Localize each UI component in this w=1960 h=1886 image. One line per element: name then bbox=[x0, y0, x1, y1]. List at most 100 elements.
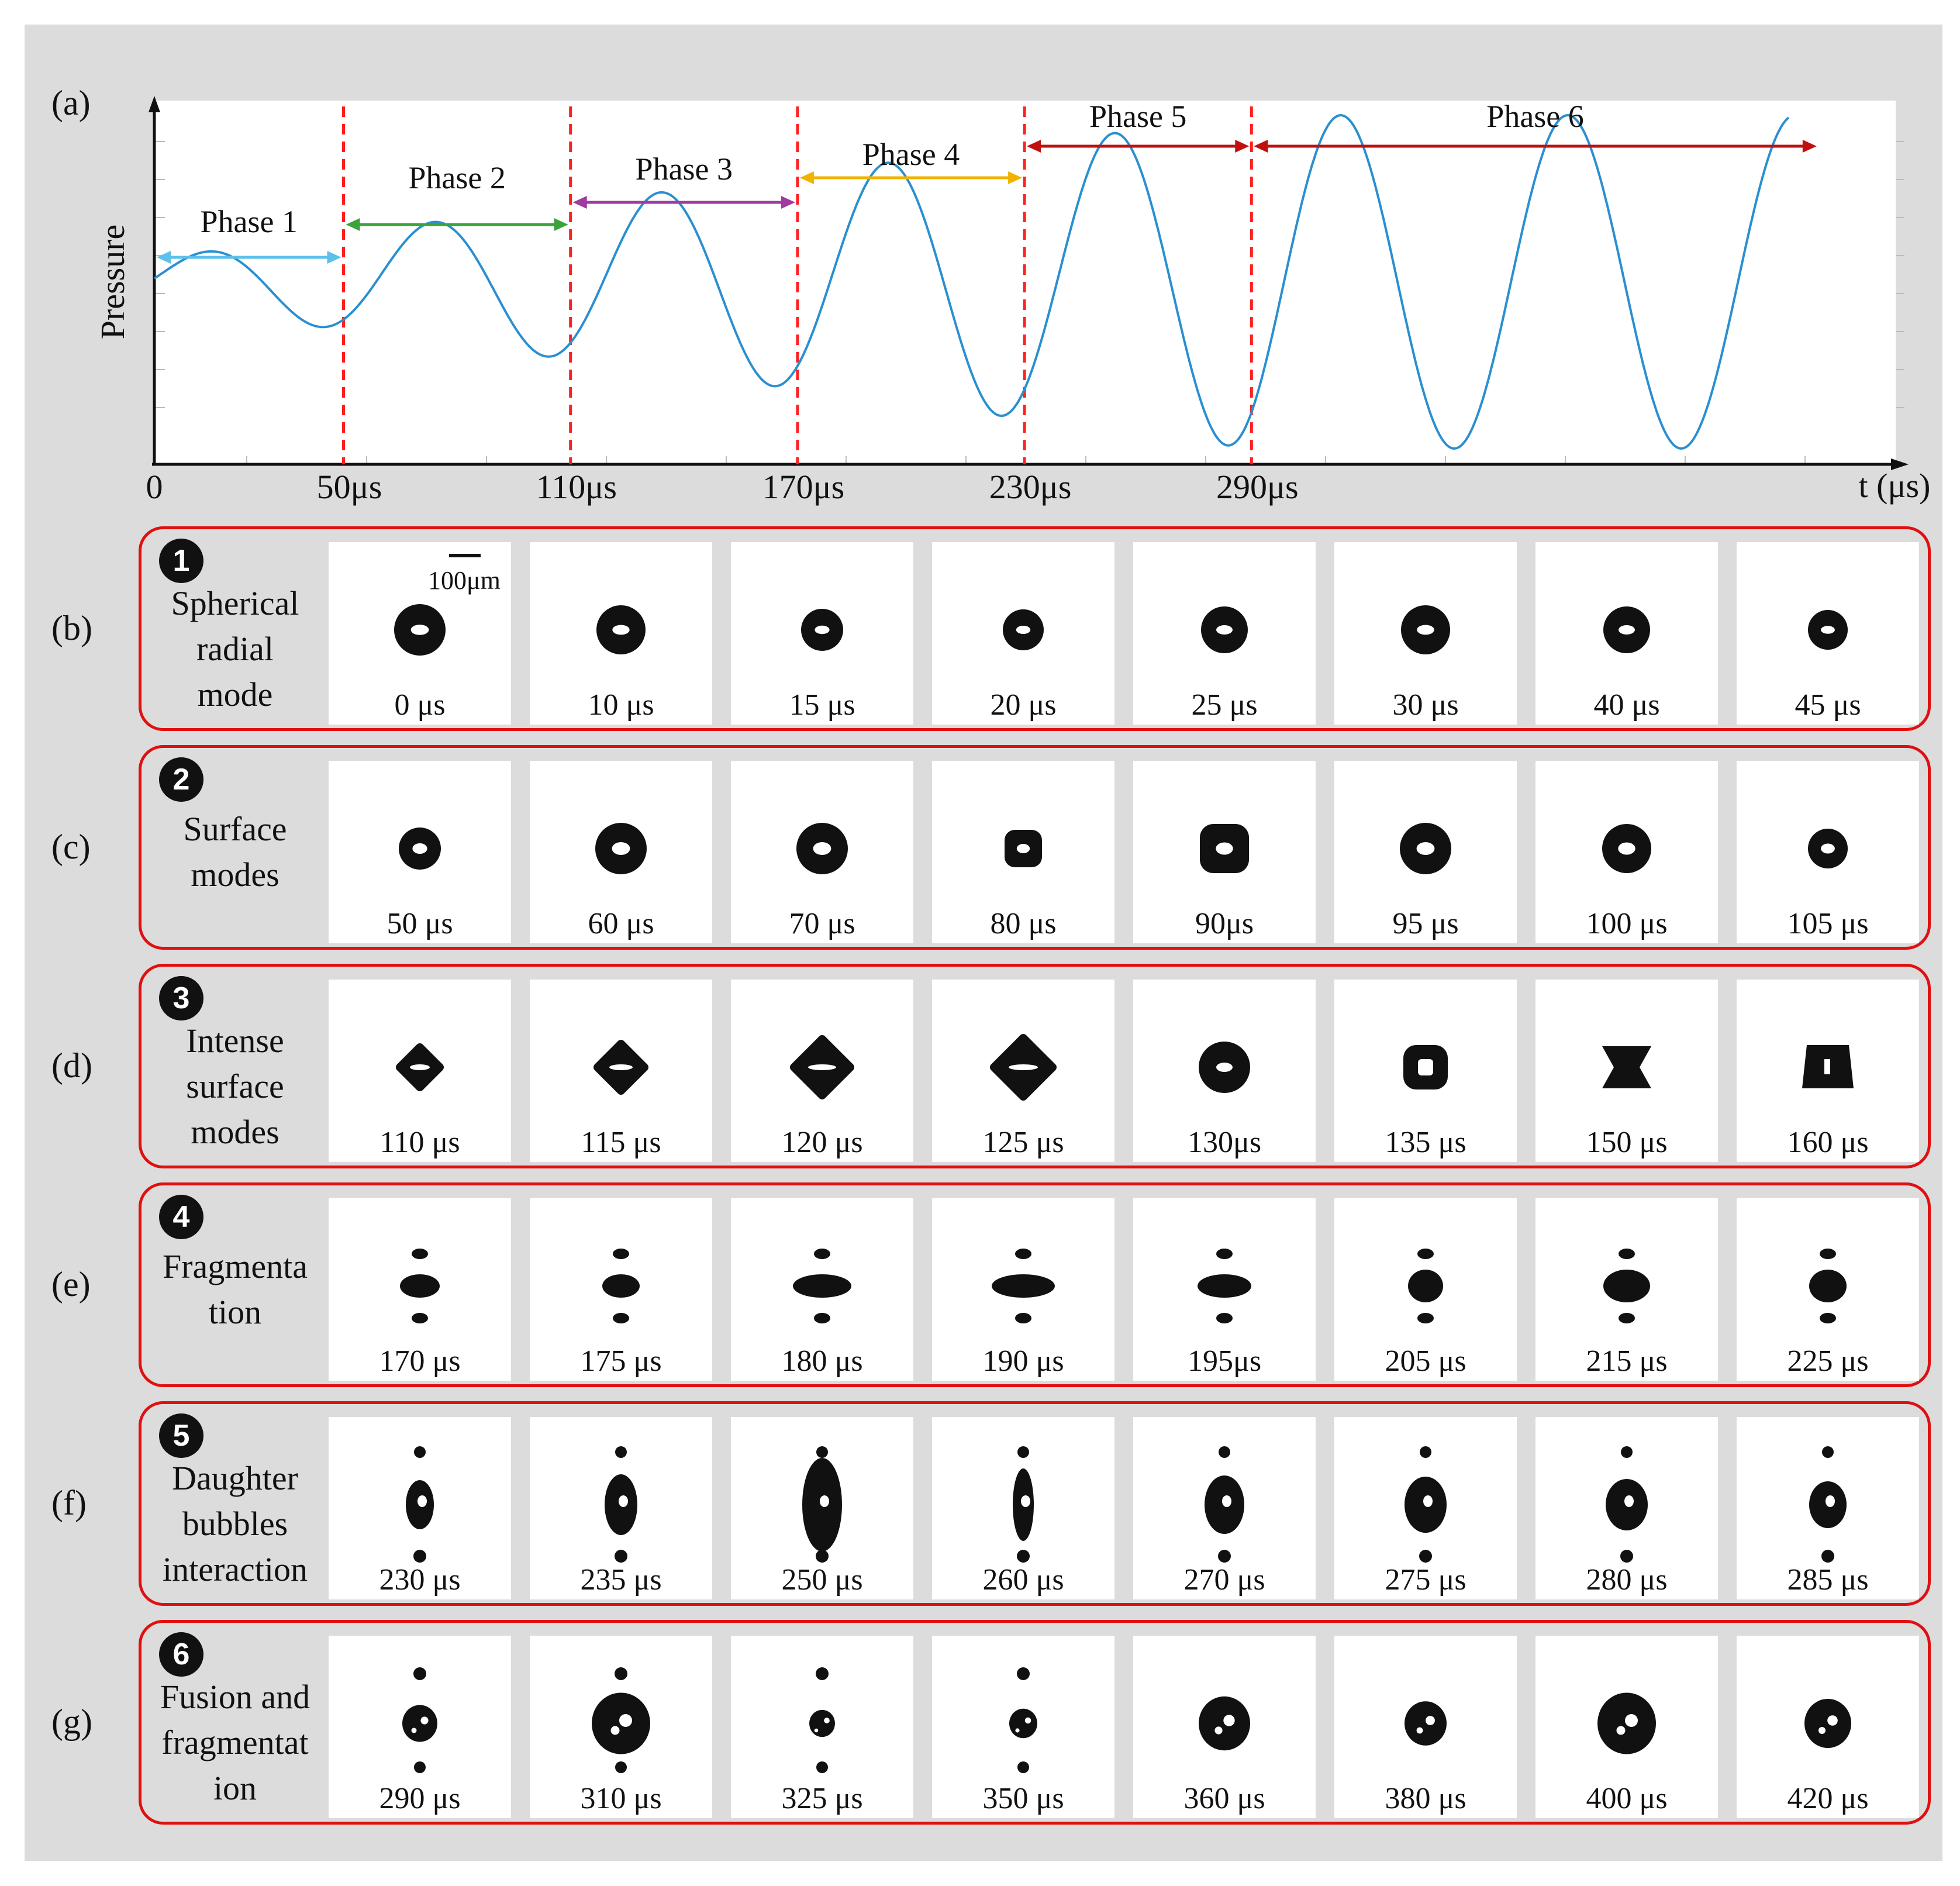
bubble-image bbox=[809, 1667, 835, 1773]
bubble-shape bbox=[793, 1274, 851, 1298]
bubble-image bbox=[1201, 606, 1248, 653]
snapshot-time-label: 80 μs bbox=[990, 907, 1057, 940]
panel-label: (c) bbox=[51, 828, 91, 866]
bubble-snapshot: 325 μs bbox=[731, 1636, 913, 1818]
phase-description-line: Daughter bbox=[172, 1459, 298, 1497]
bubble-image bbox=[1408, 1249, 1443, 1323]
bubble-shape bbox=[1017, 1667, 1030, 1680]
snapshot-time-label: 215 μs bbox=[1586, 1344, 1668, 1378]
bubble-shape bbox=[992, 1274, 1055, 1298]
snapshot-time-label: 380 μs bbox=[1385, 1782, 1466, 1815]
phase-arrow-head bbox=[1802, 140, 1817, 153]
snapshot-time-label: 25 μs bbox=[1191, 688, 1258, 722]
bubble-image bbox=[801, 609, 843, 651]
bubble-snapshot: 175 μs bbox=[530, 1198, 712, 1381]
bubble-shape bbox=[1820, 1249, 1836, 1259]
bubble-shape bbox=[816, 1667, 829, 1680]
bubble-image bbox=[1603, 1249, 1650, 1323]
phase-description-line: Spherical bbox=[171, 584, 299, 622]
snapshot-time-label: 20 μs bbox=[990, 688, 1057, 722]
snapshot-time-label: 60 μs bbox=[588, 907, 654, 940]
bubble-snapshot: 115 μs bbox=[530, 980, 712, 1162]
bubble-shape bbox=[417, 1495, 427, 1507]
x-tick-label: 110μs bbox=[536, 468, 617, 506]
snapshot-time-label: 205 μs bbox=[1385, 1344, 1466, 1378]
bubble-snapshot: 235 μs bbox=[530, 1417, 712, 1599]
phase-arrows: Phase 1 Phase 2 Phase 3 Phase 4 Phase 5 Phase… bbox=[157, 99, 1817, 264]
bubble-snapshot: 205 μs bbox=[1334, 1198, 1517, 1381]
bubble-image bbox=[593, 1040, 648, 1095]
snapshot-time-label: 95 μs bbox=[1392, 907, 1459, 940]
bubble-shape bbox=[619, 1495, 628, 1507]
axis-ticks bbox=[154, 141, 1904, 464]
bubble-image bbox=[992, 1249, 1055, 1323]
bubble-shape bbox=[612, 625, 630, 635]
panel-label: (d) bbox=[51, 1046, 92, 1085]
x-axis-arrow bbox=[1891, 458, 1909, 470]
bubble-image bbox=[793, 1249, 851, 1323]
bubble-shape bbox=[1824, 1059, 1830, 1074]
snapshot-time-label: 280 μs bbox=[1586, 1563, 1668, 1597]
bubble-shape bbox=[1621, 1446, 1633, 1458]
bubble-image bbox=[1400, 823, 1451, 874]
bubble-snapshot: 230 μs bbox=[329, 1417, 511, 1599]
snapshot-time-label: 230 μs bbox=[379, 1563, 461, 1597]
bubble-image bbox=[802, 1446, 842, 1563]
snapshot-time-label: 130μs bbox=[1187, 1126, 1262, 1159]
bubble-snapshot: 360 μs bbox=[1133, 1636, 1316, 1818]
x-tick-label: 290μs bbox=[1216, 468, 1299, 506]
bubble-shape bbox=[1408, 1270, 1443, 1302]
bubble-shape bbox=[1603, 1270, 1650, 1302]
bubble-image bbox=[1809, 1446, 1847, 1563]
bubble-shape bbox=[1419, 1550, 1432, 1563]
bubble-shape bbox=[1418, 1059, 1433, 1075]
snapshot-time-label: 235 μs bbox=[580, 1563, 662, 1597]
phase-arrow-head bbox=[799, 171, 814, 184]
bubble-shape bbox=[816, 1761, 828, 1773]
x-tick-label: 230μs bbox=[989, 468, 1072, 506]
bubble-snapshot: 95 μs bbox=[1334, 761, 1517, 943]
bubble-snapshot: 70 μs bbox=[731, 761, 913, 943]
bubble-shape bbox=[412, 1249, 428, 1259]
bubble-shape bbox=[809, 1709, 835, 1737]
bubble-shape bbox=[1198, 1274, 1251, 1298]
bubble-shape bbox=[412, 843, 427, 854]
bubble-image bbox=[1808, 829, 1848, 868]
bubble-shape bbox=[1015, 1728, 1020, 1733]
bubble-snapshot: 150 μs bbox=[1535, 980, 1718, 1162]
bubble-shape bbox=[402, 1705, 437, 1742]
bubble-shape bbox=[619, 1714, 632, 1727]
bubble-shape bbox=[813, 842, 831, 855]
bubble-shape bbox=[615, 1550, 627, 1563]
snapshot-time-label: 180 μs bbox=[781, 1344, 863, 1378]
bubble-shape bbox=[824, 1718, 830, 1723]
bubble-shape bbox=[1416, 842, 1435, 855]
bubble-shape bbox=[1017, 1550, 1030, 1563]
snapshot-time-label: 195μs bbox=[1187, 1344, 1262, 1378]
phase-description-line: modes bbox=[191, 856, 279, 894]
bubble-snapshot: 290 μs bbox=[329, 1636, 511, 1818]
bubble-image bbox=[1013, 1446, 1034, 1563]
snapshot-time-label: 270 μs bbox=[1183, 1563, 1265, 1597]
bubble-shape bbox=[411, 1728, 417, 1733]
bubble-image bbox=[400, 1249, 440, 1323]
phase-description-line: Fusion and bbox=[160, 1678, 310, 1716]
snapshot-time-label: 420 μs bbox=[1787, 1782, 1869, 1815]
scale-bar bbox=[449, 554, 481, 557]
bubble-shape bbox=[1216, 625, 1233, 635]
snapshot-time-label: 30 μs bbox=[1392, 688, 1459, 722]
bubble-image bbox=[592, 1667, 650, 1773]
bubble-shape bbox=[410, 625, 429, 635]
phase-arrow-head bbox=[554, 218, 568, 231]
bubble-shape bbox=[1216, 1249, 1233, 1259]
snapshot-time-label: 40 μs bbox=[1593, 688, 1660, 722]
bubble-image bbox=[1003, 609, 1044, 650]
bubble-snapshot: 110 μs bbox=[329, 980, 511, 1162]
bubble-shape bbox=[1809, 1270, 1847, 1302]
figure: (a) Pressure Phase 1 Phase 2 Phase 3 Phase … bbox=[25, 25, 1942, 1861]
bubble-shape bbox=[1822, 1446, 1834, 1458]
phase-arrow-head bbox=[572, 196, 587, 209]
bubble-snapshot: 190 μs bbox=[932, 1198, 1114, 1381]
bubble-image bbox=[990, 1034, 1057, 1101]
bubble-shape bbox=[410, 1064, 430, 1070]
